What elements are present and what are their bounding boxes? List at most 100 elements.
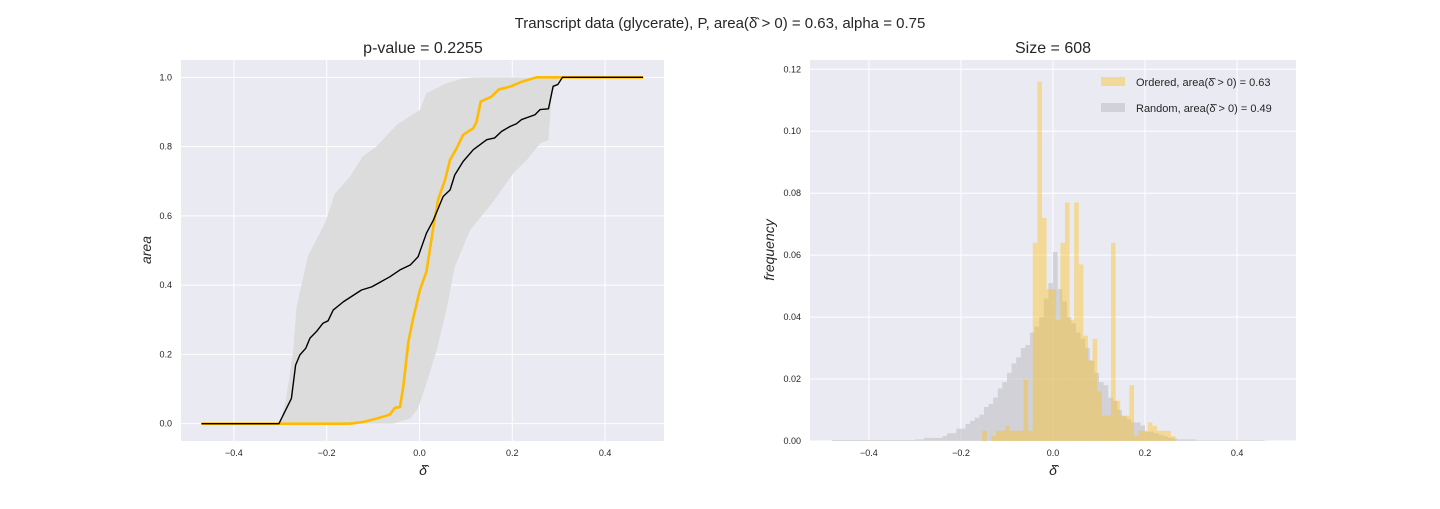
random-bar [1172,438,1178,441]
random-bar [1099,382,1104,441]
random-bar [1154,433,1159,441]
random-bar [887,440,892,441]
ordered-bar [1106,415,1111,441]
random-bar [933,437,938,441]
ordered-bar [1170,436,1176,441]
random-bar [901,440,906,441]
random-bar [1039,317,1044,441]
x-tick-label: −0.2 [952,448,970,458]
random-bar [1145,431,1150,441]
ordered-bar [1101,415,1107,441]
left-ylabel: area [138,236,154,264]
ordered-bar [1161,430,1167,441]
random-bar [1232,440,1238,441]
ordered-bar [1046,289,1052,441]
random-bar [1200,440,1205,441]
random-bar [1029,332,1035,441]
x-tick-label: 0.0 [413,448,426,458]
random-bar [979,414,984,441]
right-xlabel: δ̂ [1049,462,1060,478]
random-bar [1076,332,1081,441]
random-bar [1034,326,1040,441]
random-bar [1214,440,1219,441]
random-bar [974,417,980,441]
random-bar [1168,437,1173,441]
random-bar [1108,397,1113,441]
legend: Ordered, area(δ̂ > 0) = 0.63 Random, area… [1101,77,1272,115]
random-bar [905,440,911,441]
random-bar [1140,425,1146,441]
y-tick-label: 0.08 [783,188,801,198]
random-bar [1195,440,1201,441]
ordered-bar [1037,81,1042,442]
random-bar [1186,439,1192,441]
ordered-bar [1014,430,1019,441]
random-bar [1241,440,1247,441]
y-tick-label: 0.8 [159,142,172,152]
random-bar [864,440,869,441]
random-bar [937,437,943,441]
random-bar [845,440,851,441]
random-bar [965,423,971,441]
random-bar [1071,323,1077,441]
ordered-bar [1005,425,1010,441]
random-bar [1117,410,1123,441]
random-bar [896,440,902,441]
ordered-bar [1166,430,1171,441]
random-bar [970,420,975,441]
random-bar [1002,382,1007,441]
y-tick-label: 0.12 [783,64,801,74]
x-tick-label: 0.2 [506,448,519,458]
ordered-bar [1028,430,1033,441]
random-bar [1191,439,1196,441]
random-bar [1066,317,1072,441]
random-bar [1255,440,1261,441]
random-bar [1020,348,1026,441]
ordered-bar [995,430,1001,441]
random-bar [1112,400,1118,441]
legend-swatch [1101,77,1125,86]
random-bar [1126,419,1132,441]
random-bar [836,440,842,441]
y-tick-label: 0.04 [783,312,801,322]
random-bar [1122,416,1127,441]
ordered-bar [1124,415,1130,441]
random-bar [1237,440,1242,441]
random-bar [1163,436,1169,441]
y-tick-label: 0.6 [159,211,172,221]
random-bar [1260,440,1265,441]
random-bar [928,437,934,441]
left-title: p-value = 0.2255 [363,40,483,57]
random-bar [1209,440,1215,441]
ordered-bar [1152,425,1158,441]
random-bar [1006,372,1012,441]
random-bar [1227,440,1233,441]
x-tick-label: −0.4 [225,448,243,458]
ordered-bar [1064,202,1070,441]
ordered-bar [991,436,996,441]
ordered-bar [1078,264,1084,441]
x-tick-label: 0.4 [599,448,612,458]
random-bar [1011,363,1017,441]
ordered-bar [1055,320,1061,441]
ordered-bar [1051,289,1056,441]
random-bar [1158,434,1164,441]
random-bar [868,440,874,441]
random-bar [873,440,879,441]
ordered-bar [1018,430,1024,441]
random-bar [855,440,860,441]
x-tick-label: −0.4 [860,448,878,458]
random-bar [1177,439,1182,441]
y-tick-label: 1.0 [159,72,172,82]
ordered-bar [982,430,987,441]
right-axes-histogram: Size = 608 δ̂ frequency −0.4 −0.2 0.0 0.2 0.… [761,40,1296,478]
random-bar [1085,348,1090,441]
ordered-bar [1087,360,1093,441]
random-bar [951,433,957,441]
mean-line [201,76,644,425]
random-bar [1062,301,1067,441]
random-bar [924,437,929,441]
x-tick-label: 0.2 [1139,448,1152,458]
random-bar [1053,252,1058,441]
random-bar [1094,372,1100,441]
